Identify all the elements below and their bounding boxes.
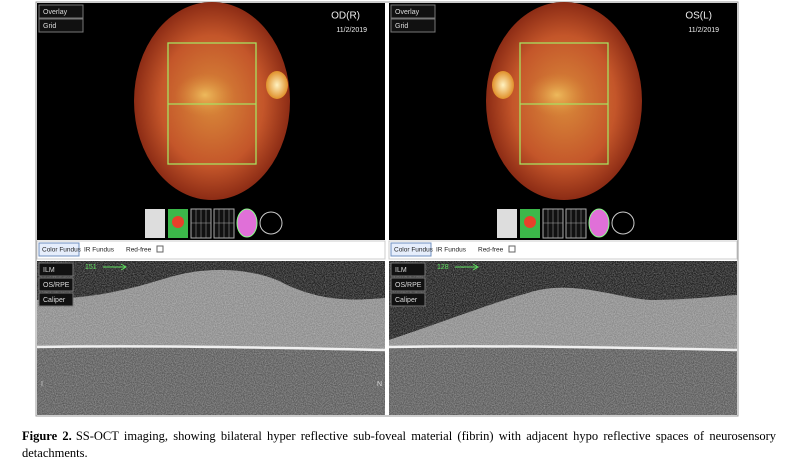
oct-button-label: ILM bbox=[395, 267, 407, 274]
checkbox bbox=[508, 245, 516, 253]
speckle bbox=[389, 261, 737, 415]
caption: Figure 2. SS-OCT imaging, showing bilater… bbox=[22, 428, 776, 462]
oct-button[interactable] bbox=[38, 262, 74, 277]
eye-label: OS(L) bbox=[685, 11, 712, 22]
oct-button-label: OS/RPE bbox=[43, 282, 70, 289]
scan-arrowhead bbox=[472, 263, 479, 271]
date: 11/2/2019 bbox=[688, 27, 719, 34]
macula bbox=[527, 73, 587, 117]
thumb-sector bbox=[259, 211, 283, 235]
date: 11/2/2019 bbox=[336, 27, 367, 34]
eye-label: OD(R) bbox=[331, 11, 360, 22]
oct-side-label: N bbox=[377, 381, 382, 388]
tab[interactable] bbox=[80, 242, 118, 257]
oct-button-label: Caliper bbox=[43, 297, 66, 304]
button-label: Grid bbox=[395, 23, 408, 30]
optic-disc bbox=[492, 71, 514, 99]
oct-button[interactable] bbox=[38, 277, 74, 292]
tab-label: Red-free bbox=[126, 247, 152, 254]
thumb-etdrs bbox=[236, 208, 258, 238]
tab-label: Color Fundus bbox=[42, 247, 82, 254]
scan-number: 151 bbox=[85, 264, 97, 271]
figure-border bbox=[35, 1, 739, 417]
oct-button[interactable] bbox=[38, 292, 74, 307]
oct-button-label: OS/RPE bbox=[395, 282, 422, 289]
thumb-ir bbox=[145, 209, 165, 238]
button-label: Overlay bbox=[395, 9, 420, 16]
thumb-etdrs bbox=[588, 208, 610, 238]
button-label: Overlay bbox=[43, 9, 68, 16]
tab[interactable] bbox=[390, 242, 432, 257]
scan-number: 128 bbox=[437, 264, 449, 271]
scan-arrowhead bbox=[120, 263, 127, 271]
oct-button-label: Caliper bbox=[395, 297, 418, 304]
overlay-button[interactable] bbox=[390, 18, 436, 33]
oct-button[interactable] bbox=[390, 292, 426, 307]
tab-label: IR Fundus bbox=[84, 247, 115, 254]
overlay-button[interactable] bbox=[38, 4, 84, 19]
oct-button-label: ILM bbox=[43, 267, 55, 274]
tab-label: IR Fundus bbox=[436, 247, 467, 254]
thumb-sector bbox=[611, 211, 635, 235]
thumb-map-spot bbox=[172, 216, 184, 228]
tab[interactable] bbox=[432, 242, 470, 257]
speckle bbox=[37, 261, 385, 415]
tab[interactable] bbox=[38, 242, 80, 257]
oct-button[interactable] bbox=[390, 262, 426, 277]
overlay-button[interactable] bbox=[38, 18, 84, 33]
oct-button[interactable] bbox=[390, 277, 426, 292]
checkbox bbox=[156, 245, 164, 253]
macula bbox=[175, 73, 235, 117]
tab-label: Red-free bbox=[478, 247, 504, 254]
oct-side-label: I bbox=[41, 381, 43, 388]
button-label: Grid bbox=[43, 23, 56, 30]
thumb-map-spot bbox=[524, 216, 536, 228]
optic-disc bbox=[266, 71, 288, 99]
caption-label: Figure 2. bbox=[22, 429, 72, 443]
tab-label: Color Fundus bbox=[394, 247, 434, 254]
overlay-button[interactable] bbox=[390, 4, 436, 19]
thumb-ir bbox=[497, 209, 517, 238]
caption-text: SS-OCT imaging, showing bilateral hyper … bbox=[22, 429, 776, 460]
